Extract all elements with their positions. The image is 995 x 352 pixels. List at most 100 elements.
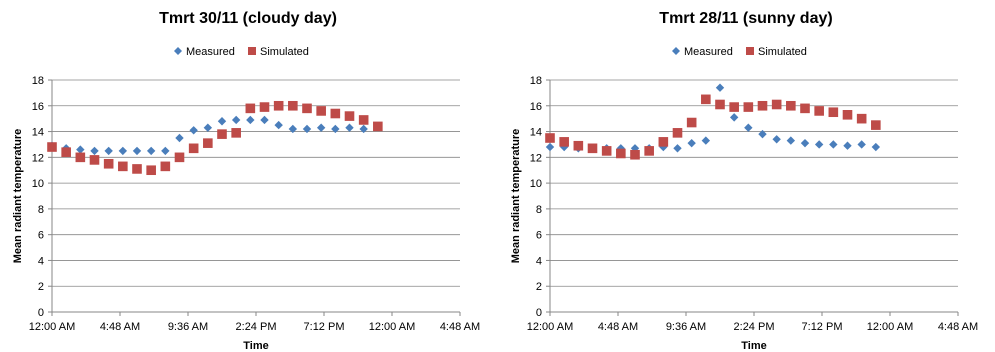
measured-point xyxy=(288,124,298,134)
simulated-point xyxy=(842,110,853,120)
y-tick-label: 14 xyxy=(32,127,44,139)
x-tick-label: 4:48 AM xyxy=(100,321,140,333)
measured-point xyxy=(814,140,824,149)
simulated-point xyxy=(828,107,839,118)
simulated-point xyxy=(786,100,796,111)
simulated-point xyxy=(701,94,711,105)
measured-point xyxy=(76,145,85,154)
legend-label: Simulated xyxy=(260,46,309,58)
y-tick-label: 12 xyxy=(32,152,44,164)
measured-point xyxy=(786,136,796,145)
legend: Measured Simulated xyxy=(672,46,807,58)
measured-point xyxy=(673,144,682,153)
legend: Measured Simulated xyxy=(174,46,309,58)
simulated-point xyxy=(231,128,241,138)
legend-marker-simulated xyxy=(248,47,256,55)
x-tick-label: 12:00 AM xyxy=(527,321,573,333)
simulated-point xyxy=(188,143,199,154)
measured-point xyxy=(715,83,725,92)
y-tick-label: 12 xyxy=(530,152,542,164)
y-tick-label: 16 xyxy=(530,101,542,113)
simulated-point xyxy=(715,99,725,110)
simulated-point xyxy=(672,128,683,138)
legend-marker-simulated xyxy=(746,47,754,55)
simulated-point xyxy=(373,121,383,132)
simulated-point xyxy=(686,117,697,128)
measured-point xyxy=(161,146,170,156)
y-axis-label: Mean radiant temperature xyxy=(12,129,24,263)
measured-point xyxy=(189,126,198,135)
simulated-point xyxy=(757,100,768,111)
chart-sunny: Tmrt 28/11 (sunny day) 0 2 4 6 8 10 12 14 16 18 12:… xyxy=(510,10,978,352)
simulated-point xyxy=(601,146,612,156)
simulated-point xyxy=(545,133,555,143)
measured-point xyxy=(829,140,838,149)
x-tick-label: 4:48 AM xyxy=(598,321,638,333)
y-tick-label: 2 xyxy=(536,281,542,293)
y-tick-label: 0 xyxy=(38,307,44,319)
measured-point xyxy=(687,138,696,148)
measured-point xyxy=(316,123,326,132)
measured-point xyxy=(729,113,739,122)
y-tick-label: 0 xyxy=(536,307,542,319)
legend-marker-measured xyxy=(174,47,182,55)
y-tick-label: 6 xyxy=(38,230,44,242)
simulated-point xyxy=(587,143,598,154)
y-tick-label: 18 xyxy=(32,75,44,87)
legend-marker-measured xyxy=(672,47,680,55)
simulated-point xyxy=(160,161,171,172)
simulated-point xyxy=(814,106,824,116)
simulated-point xyxy=(61,147,71,157)
simulated-point xyxy=(132,164,142,174)
measured-point xyxy=(246,115,255,125)
measured-point xyxy=(302,124,312,134)
simulated-point xyxy=(273,100,284,111)
simulated-point xyxy=(800,103,810,114)
measured-point xyxy=(744,123,753,132)
y-tick-label: 6 xyxy=(536,230,542,242)
x-tick-label: 7:12 PM xyxy=(802,321,843,333)
simulated-point xyxy=(245,103,256,114)
y-tick-label: 8 xyxy=(536,204,542,216)
y-tick-label: 4 xyxy=(38,255,44,267)
simulated-point xyxy=(146,165,156,176)
x-tick-label: 4:48 AM xyxy=(938,321,978,333)
x-tick-label: 2:24 PM xyxy=(734,321,775,333)
measured-point xyxy=(118,146,128,156)
measured-point xyxy=(231,115,241,125)
simulated-point xyxy=(259,102,270,112)
chart-cloudy: Tmrt 30/11 (cloudy day) 0 2 4 6 8 10 12 14 16 18 12… xyxy=(12,10,480,352)
simulated-point xyxy=(203,138,213,148)
measured-point xyxy=(146,146,156,156)
measured-point xyxy=(843,141,852,150)
x-tick-label: 9:36 AM xyxy=(168,321,208,333)
measured-point xyxy=(871,142,881,152)
measured-point xyxy=(758,129,767,139)
measured-point xyxy=(274,120,283,130)
simulated-point xyxy=(573,140,584,151)
chart-panel-cloudy: Tmrt 30/11 (cloudy day) 0 2 4 6 8 10 12 14 16 18 12… xyxy=(0,0,497,352)
y-tick-label: 16 xyxy=(32,101,44,113)
measured-point xyxy=(772,135,781,144)
measured-point xyxy=(701,136,711,145)
simulated-point xyxy=(871,120,881,130)
simulated-point xyxy=(616,148,626,159)
x-tick-label: 12:00 AM xyxy=(369,321,415,333)
simulated-point xyxy=(658,137,669,147)
simulated-point xyxy=(316,106,326,116)
measured-point xyxy=(857,140,866,149)
simulated-point xyxy=(103,158,114,169)
simulated-point xyxy=(302,103,312,114)
measured-point xyxy=(90,146,99,156)
simulated-point xyxy=(118,161,128,172)
measured-point xyxy=(104,146,113,156)
simulated-point xyxy=(288,100,298,111)
legend-label: Measured xyxy=(684,46,733,58)
simulated-point xyxy=(89,155,100,165)
y-tick-label: 8 xyxy=(38,204,44,216)
x-tick-label: 12:00 AM xyxy=(29,321,75,333)
measured-point xyxy=(217,117,227,126)
simulated-point xyxy=(47,142,57,152)
simulated-point xyxy=(771,99,782,110)
measured-point xyxy=(800,138,810,148)
